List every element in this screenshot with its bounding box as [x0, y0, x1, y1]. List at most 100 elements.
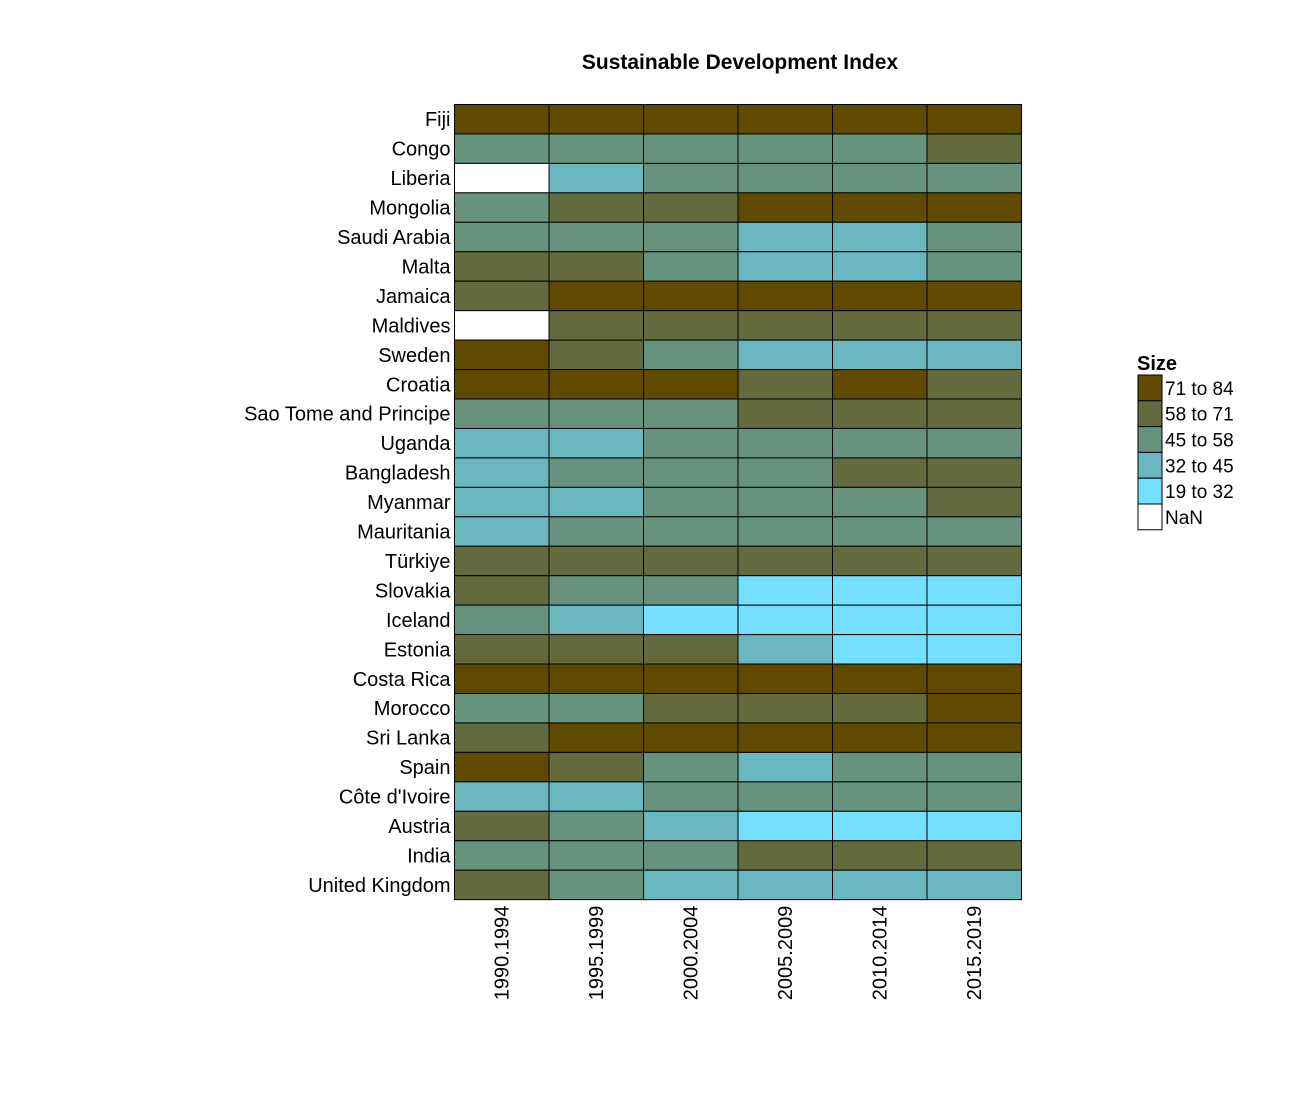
heatmap-cell-morocco-2005-2009: [737, 693, 833, 724]
heatmap-cell-bangladesh-2015-2019: [926, 457, 1022, 488]
legend-label-45-to-58: 45 to 58: [1165, 431, 1234, 452]
heatmap-cell-maldives-2005-2009: [737, 310, 833, 341]
heatmap-cell-mongolia-1990-1994: [454, 192, 550, 223]
column-label-2000-2004: 2000.2004: [681, 906, 703, 1001]
heatmap-cell-congo-2010-2014: [832, 133, 928, 164]
heatmap-cell-mongolia-2010-2014: [832, 192, 928, 223]
heatmap-cell-liberia-1990-1994: [454, 162, 550, 194]
heatmap-cell-jamaica-2005-2009: [737, 280, 833, 312]
heatmap-cell-saudi-arabia-2005-2009: [737, 221, 833, 253]
legend-swatch-32-to-45: [1137, 451, 1163, 479]
heatmap-cell-sri-lanka-1995-1999: [548, 722, 644, 753]
heatmap-cell-fiji-2010-2014: [832, 104, 928, 135]
heatmap-cell-croatia-2015-2019: [926, 369, 1022, 400]
legend-swatch-71-to-84: [1137, 374, 1163, 402]
heatmap-cell-malta-2015-2019: [926, 251, 1022, 282]
heatmap-cell-uganda-2005-2009: [737, 427, 833, 459]
heatmap-cell-jamaica-2015-2019: [926, 280, 1022, 312]
heatmap-cell-congo-2000-2004: [643, 133, 739, 164]
heatmap-cell-bangladesh-1990-1994: [454, 457, 550, 488]
heatmap-cell-bangladesh-2000-2004: [643, 457, 739, 488]
heatmap-cell-india-1990-1994: [454, 840, 550, 871]
row-label-sri-lanka: Sri Lanka: [366, 728, 451, 750]
heatmap-cell-estonia-1995-1999: [548, 634, 644, 665]
heatmap-cell-spain-1990-1994: [454, 751, 550, 783]
heatmap-cell-cote-d-ivoire-1990-1994: [454, 781, 550, 812]
heatmap-cell-maldives-1995-1999: [548, 310, 644, 341]
heatmap-cell-morocco-1990-1994: [454, 693, 550, 724]
heatmap-cell-croatia-1990-1994: [454, 369, 550, 400]
heatmap-cell-iceland-1990-1994: [454, 604, 550, 636]
heatmap-cell-slovakia-2010-2014: [832, 575, 928, 606]
heatmap-cell-austria-1990-1994: [454, 810, 550, 842]
heatmap-cell-malta-1990-1994: [454, 251, 550, 282]
heatmap-cell-united-kingdom-2010-2014: [832, 869, 928, 901]
legend-swatch-45-to-58: [1137, 426, 1163, 453]
heatmap-cell-jamaica-2000-2004: [643, 280, 739, 312]
heatmap-cell-india-2000-2004: [643, 840, 739, 871]
heatmap-cell-india-2015-2019: [926, 840, 1022, 871]
heatmap-cell-bangladesh-2010-2014: [832, 457, 928, 488]
heatmap-cell-sao-tome-and-principe-1990-1994: [454, 398, 550, 429]
heatmap-cell-bangladesh-2005-2009: [737, 457, 833, 488]
heatmap-cell-maldives-2010-2014: [832, 310, 928, 341]
row-label-jamaica: Jamaica: [376, 286, 451, 308]
heatmap-cell-united-kingdom-2005-2009: [737, 869, 833, 901]
heatmap-cell-jamaica-1990-1994: [454, 280, 550, 312]
heatmap-cell-saudi-arabia-1995-1999: [548, 221, 644, 253]
row-label-myanmar: Myanmar: [367, 492, 451, 514]
heatmap-cell-spain-2000-2004: [643, 751, 739, 783]
heatmap-cell-sri-lanka-1990-1994: [454, 722, 550, 753]
heatmap-cell-myanmar-1990-1994: [454, 486, 550, 518]
heatmap-cell-slovakia-2015-2019: [926, 575, 1022, 606]
legend-swatch-19-to-32: [1137, 477, 1163, 505]
heatmap-cell-turkiye-2010-2014: [832, 545, 928, 577]
row-label-turkiye: Türkiye: [385, 551, 451, 573]
heatmap-cell-mongolia-2015-2019: [926, 192, 1022, 223]
heatmap-cell-liberia-2015-2019: [926, 162, 1022, 194]
heatmap-cell-united-kingdom-2000-2004: [643, 869, 739, 901]
heatmap-cell-congo-2015-2019: [926, 133, 1022, 164]
row-label-croatia: Croatia: [386, 374, 451, 396]
heatmap-cell-fiji-1990-1994: [454, 104, 550, 135]
heatmap-cell-sweden-1995-1999: [548, 339, 644, 371]
heatmap-cell-uganda-2015-2019: [926, 427, 1022, 459]
heatmap-cell-maldives-1990-1994: [454, 310, 550, 341]
legend-label-32-to-45: 32 to 45: [1165, 456, 1234, 477]
heatmap-cell-iceland-1995-1999: [548, 604, 644, 636]
row-label-spain: Spain: [399, 757, 450, 779]
heatmap-cell-maldives-2000-2004: [643, 310, 739, 341]
heatmap-cell-saudi-arabia-2015-2019: [926, 221, 1022, 253]
heatmap-cell-united-kingdom-2015-2019: [926, 869, 1022, 901]
row-label-mongolia: Mongolia: [369, 198, 451, 220]
heatmap-cell-fiji-2005-2009: [737, 104, 833, 135]
heatmap-cell-mongolia-2005-2009: [737, 192, 833, 223]
heatmap-cell-iceland-2015-2019: [926, 604, 1022, 636]
heatmap-cell-iceland-2000-2004: [643, 604, 739, 636]
heatmap-cell-mauritania-2015-2019: [926, 516, 1022, 547]
heatmap-cell-croatia-2000-2004: [643, 369, 739, 400]
heatmap-cell-cote-d-ivoire-2010-2014: [832, 781, 928, 812]
heatmap-cell-costa-rica-2010-2014: [832, 663, 928, 694]
legend-title: Size: [1137, 353, 1177, 375]
heatmap-cell-austria-2010-2014: [832, 810, 928, 842]
heatmap-cell-sweden-2000-2004: [643, 339, 739, 371]
row-label-slovakia: Slovakia: [375, 580, 451, 602]
heatmap-cell-slovakia-2000-2004: [643, 575, 739, 606]
heatmap-cell-cote-d-ivoire-2000-2004: [643, 781, 739, 812]
heatmap-cell-uganda-2010-2014: [832, 427, 928, 459]
column-label-1995-1999: 1995.1999: [586, 906, 608, 1001]
heatmap-cell-myanmar-2010-2014: [832, 486, 928, 518]
heatmap-cell-austria-1995-1999: [548, 810, 644, 842]
heatmap-cell-turkiye-1995-1999: [548, 545, 644, 577]
heatmap-cell-austria-2015-2019: [926, 810, 1022, 842]
heatmap-cell-sao-tome-and-principe-2005-2009: [737, 398, 833, 429]
heatmap-cell-congo-1990-1994: [454, 133, 550, 164]
heatmap-cell-estonia-2000-2004: [643, 634, 739, 665]
heatmap-cell-liberia-2005-2009: [737, 162, 833, 194]
heatmap-cell-malta-2005-2009: [737, 251, 833, 282]
heatmap-cell-united-kingdom-1990-1994: [454, 869, 550, 901]
column-label-2015-2019: 2015.2019: [964, 906, 986, 1001]
heatmap-cell-austria-2005-2009: [737, 810, 833, 842]
legend-swatch-58-to-71: [1137, 400, 1163, 428]
